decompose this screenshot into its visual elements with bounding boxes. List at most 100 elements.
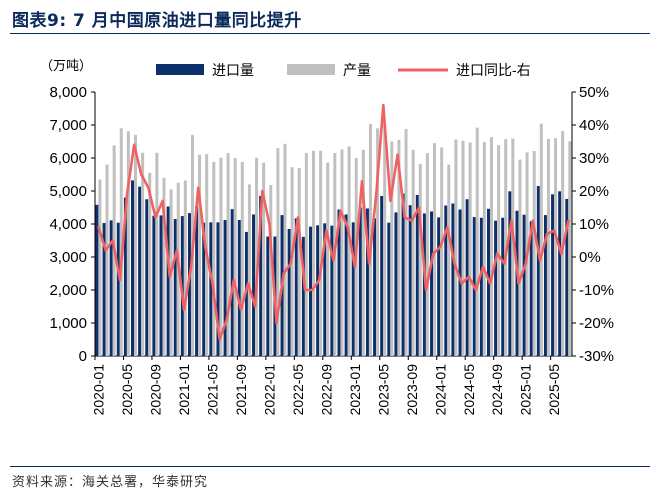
production-bar <box>383 125 387 356</box>
production-bar <box>511 138 515 356</box>
left-axis-tick-label: 2,000 <box>49 282 87 299</box>
legend-label-yoy: 进口同比-右 <box>456 62 531 78</box>
left-axis-tick-label: 0 <box>79 348 87 365</box>
imports-bar <box>237 220 241 356</box>
production-bar <box>418 163 422 356</box>
left-axis-tick-label: 1,000 <box>49 315 87 332</box>
x-axis-tick-label: 2024-05 <box>461 364 477 416</box>
imports-bar <box>408 205 412 356</box>
imports-bar <box>109 220 113 356</box>
imports-bar <box>152 215 156 356</box>
production-bar <box>454 139 458 356</box>
production-bar <box>489 137 493 356</box>
imports-bar <box>558 191 562 356</box>
x-axis-tick-label: 2023-09 <box>404 364 420 416</box>
imports-bar <box>565 198 569 356</box>
imports-bar <box>551 194 555 356</box>
x-axis-tick-label: 2020-01 <box>91 364 107 416</box>
production-bar <box>497 145 501 356</box>
left-axis-tick-label: 7,000 <box>49 117 87 134</box>
production-bar <box>212 161 216 356</box>
production-bar <box>162 177 166 356</box>
imports-bar <box>252 214 256 356</box>
x-axis-tick-label: 2023-05 <box>375 364 391 416</box>
production-bar <box>255 157 259 356</box>
imports-bar <box>444 205 448 356</box>
production-bar <box>98 179 102 356</box>
combo-chart: 0 1,000 2,000 3,000 4,000 5,000 6,000 7,000 8,00… <box>40 58 614 415</box>
production-bar <box>233 158 237 356</box>
production-bar <box>276 148 280 356</box>
production-bar <box>461 140 465 356</box>
imports-bar <box>451 203 455 356</box>
imports-bar <box>501 217 505 356</box>
source-note: 资料来源：海关总署，华泰研究 <box>12 475 209 490</box>
figure-title: 图表9: 7 月中国原油进口量同比提升 <box>12 11 302 31</box>
imports-bar <box>166 206 170 356</box>
production-bar <box>554 138 558 356</box>
imports-bar <box>536 186 540 356</box>
imports-bar <box>430 211 434 356</box>
production-bar <box>269 185 273 356</box>
imports-bar <box>216 222 220 356</box>
production-bar <box>361 149 365 356</box>
production-bar <box>468 142 472 356</box>
imports-bar <box>173 219 177 356</box>
production-bar <box>546 138 550 356</box>
imports-bar <box>330 225 334 356</box>
imports-bar <box>145 199 149 356</box>
chart-legend: 进口量 产量 进口同比-右 <box>156 62 531 78</box>
imports-bar <box>337 209 341 356</box>
imports-bar <box>351 222 355 356</box>
left-axis-tick-label: 5,000 <box>49 183 87 200</box>
production-bar <box>283 143 287 356</box>
imports-bar <box>287 228 291 356</box>
production-bar <box>482 142 486 356</box>
imports-bar <box>301 236 305 356</box>
production-bar <box>134 134 138 356</box>
imports-bar <box>202 222 206 356</box>
production-bar <box>433 143 437 356</box>
production-bar <box>247 184 251 356</box>
imports-bar <box>380 195 384 356</box>
production-bar <box>155 152 159 356</box>
production-bar <box>226 153 230 356</box>
production-bar <box>141 152 145 356</box>
imports-bar <box>259 195 263 356</box>
production-bar <box>411 149 415 356</box>
production-bar <box>198 154 202 356</box>
imports-bar <box>479 217 483 356</box>
right-axis-tick-label: 50% <box>579 84 609 101</box>
imports-bar <box>123 197 127 356</box>
production-bar <box>326 162 330 356</box>
production-bar <box>440 147 444 356</box>
chart-axes: 0 1,000 2,000 3,000 4,000 5,000 6,000 7,000 8,00… <box>49 84 614 415</box>
imports-bar <box>159 215 163 356</box>
legend-swatch-imports <box>156 64 204 75</box>
x-axis-tick-label: 2021-05 <box>204 364 220 416</box>
x-axis-tick-label: 2023-01 <box>347 364 363 416</box>
right-axis-tick-label: 40% <box>579 117 609 134</box>
production-bar <box>397 139 401 356</box>
production-bar <box>262 162 266 356</box>
imports-bar <box>401 193 405 356</box>
imports-bar <box>294 218 298 356</box>
imports-bar <box>437 217 441 356</box>
imports-bar <box>131 180 135 356</box>
right-axis-tick-label: -30% <box>579 348 614 365</box>
imports-bar <box>102 223 106 356</box>
x-axis-tick-label: 2022-01 <box>261 364 277 416</box>
legend-swatch-production <box>287 64 335 75</box>
right-axis-tick-label: -20% <box>579 315 614 332</box>
production-bar <box>105 164 109 356</box>
imports-bar <box>195 206 199 356</box>
legend-label-imports: 进口量 <box>212 62 254 78</box>
production-bar <box>183 180 187 356</box>
source-divider <box>10 466 650 467</box>
production-bar <box>447 164 451 356</box>
production-bar <box>126 131 130 356</box>
production-bar <box>319 150 323 356</box>
imports-bar <box>394 212 398 356</box>
left-axis-unit-label: （万吨） <box>40 58 92 73</box>
production-bar <box>148 172 152 356</box>
